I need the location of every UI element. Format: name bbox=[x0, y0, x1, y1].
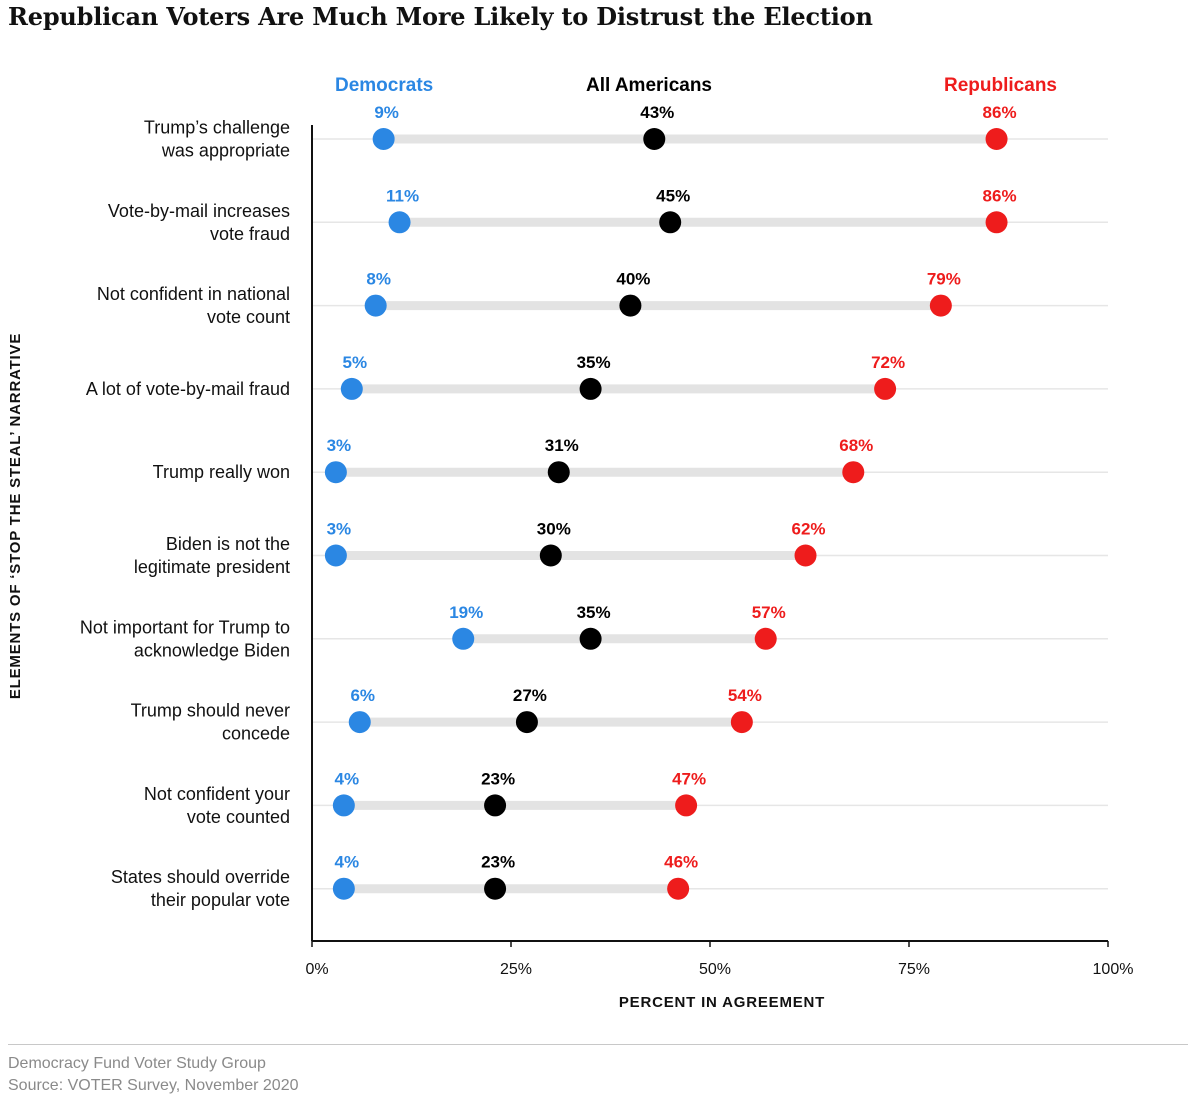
democrats-dot bbox=[364, 294, 387, 317]
democrats-dot bbox=[324, 544, 347, 567]
all-americans-value-label: 35% bbox=[577, 603, 611, 622]
democrats-dot bbox=[324, 461, 347, 484]
category-label: States should override their popular vote bbox=[111, 867, 290, 910]
democrats-dot bbox=[452, 627, 475, 650]
all-americans-dot bbox=[484, 877, 507, 900]
category-label: Vote-by-mail increases vote fraud bbox=[108, 201, 290, 244]
all-americans-value-label: 31% bbox=[545, 436, 579, 455]
all-americans-value-label: 30% bbox=[537, 520, 571, 539]
all-americans-dot bbox=[579, 377, 602, 400]
all-americans-dot bbox=[643, 128, 666, 150]
all-americans-dot bbox=[484, 794, 507, 817]
category-label: Not important for Trump to acknowledge Bi… bbox=[80, 617, 290, 660]
democrats-value-label: 9% bbox=[374, 103, 399, 122]
republicans-dot bbox=[985, 211, 1008, 234]
legend-all-americans: All Americans bbox=[586, 75, 712, 96]
democrats-dot bbox=[332, 877, 355, 900]
footer-organization: Democracy Fund Voter Study Group bbox=[8, 1055, 266, 1072]
x-axis-title: PERCENT IN AGREEMENT bbox=[619, 994, 825, 1011]
republicans-dot bbox=[842, 461, 865, 484]
republicans-dot bbox=[929, 294, 952, 317]
republicans-dot bbox=[874, 377, 897, 400]
all-americans-value-label: 35% bbox=[577, 353, 611, 372]
democrats-dot bbox=[340, 377, 363, 400]
all-americans-value-label: 45% bbox=[656, 186, 690, 205]
republicans-value-label: 54% bbox=[728, 686, 762, 705]
republicans-dot bbox=[754, 627, 777, 650]
republicans-value-label: 57% bbox=[752, 603, 786, 622]
democrats-value-label: 8% bbox=[366, 270, 391, 289]
all-americans-value-label: 27% bbox=[513, 686, 547, 705]
x-tick-label: 0% bbox=[305, 961, 328, 978]
y-axis-title: ELEMENTS OF ‘STOP THE STEAL’ NARRATIVE bbox=[7, 333, 24, 699]
all-americans-dot bbox=[659, 211, 682, 234]
category-label: A lot of vote-by-mail fraud bbox=[86, 379, 290, 399]
all-americans-dot bbox=[619, 294, 642, 317]
republicans-value-label: 86% bbox=[983, 103, 1017, 122]
all-americans-value-label: 40% bbox=[616, 270, 650, 289]
dot-plot-chart: 0% 25% 50% 75% 100% PERCENT IN AGREEMENT ELEME… bbox=[7, 75, 1134, 1011]
category-label: Not confident in national vote count bbox=[97, 284, 290, 327]
republicans-value-label: 47% bbox=[672, 769, 706, 788]
all-americans-value-label: 43% bbox=[640, 103, 674, 122]
all-americans-dot bbox=[515, 711, 538, 734]
democrats-value-label: 4% bbox=[335, 769, 360, 788]
legend-democrats: Democrats bbox=[335, 75, 433, 96]
category-label: Trump really won bbox=[153, 462, 290, 482]
republicans-value-label: 79% bbox=[927, 270, 961, 289]
all-americans-dot bbox=[579, 627, 602, 650]
republicans-dot bbox=[675, 794, 698, 817]
democrats-dot bbox=[372, 128, 395, 150]
all-americans-dot bbox=[539, 544, 562, 567]
democrats-dot bbox=[332, 794, 355, 817]
republicans-value-label: 86% bbox=[983, 186, 1017, 205]
republicans-value-label: 62% bbox=[792, 520, 826, 539]
category-label: Not confident your vote counted bbox=[144, 784, 290, 827]
republicans-dot bbox=[667, 877, 690, 900]
democrats-dot bbox=[388, 211, 411, 234]
republicans-value-label: 46% bbox=[664, 853, 698, 872]
x-tick-label: 100% bbox=[1093, 961, 1134, 978]
republicans-value-label: 68% bbox=[839, 436, 873, 455]
legend-republicans: Republicans bbox=[944, 75, 1057, 96]
democrats-dot bbox=[348, 711, 371, 734]
footer-source: Source: VOTER Survey, November 2020 bbox=[8, 1077, 299, 1094]
democrats-value-label: 11% bbox=[386, 186, 419, 205]
chart-title: Republican Voters Are Much More Likely t… bbox=[8, 2, 873, 31]
x-tick-label: 25% bbox=[500, 961, 532, 978]
all-americans-value-label: 23% bbox=[481, 769, 515, 788]
democrats-value-label: 3% bbox=[327, 520, 352, 539]
republicans-dot bbox=[985, 128, 1008, 150]
all-americans-value-label: 23% bbox=[481, 853, 515, 872]
republicans-dot bbox=[730, 711, 753, 734]
category-label: Trump should never concede bbox=[131, 701, 290, 744]
republicans-value-label: 72% bbox=[871, 353, 905, 372]
democrats-value-label: 6% bbox=[350, 686, 375, 705]
republicans-dot bbox=[794, 544, 817, 567]
x-tick-label: 50% bbox=[699, 961, 731, 978]
category-label: Trump’s challenge was appropriate bbox=[144, 118, 290, 161]
all-americans-dot bbox=[547, 461, 570, 484]
democrats-value-label: 19% bbox=[449, 603, 483, 622]
x-tick-label: 75% bbox=[898, 961, 930, 978]
democrats-value-label: 5% bbox=[343, 353, 368, 372]
footer-divider bbox=[8, 1044, 1188, 1045]
democrats-value-label: 3% bbox=[327, 436, 352, 455]
democrats-value-label: 4% bbox=[335, 853, 360, 872]
category-label: Biden is not the legitimate president bbox=[134, 534, 290, 577]
